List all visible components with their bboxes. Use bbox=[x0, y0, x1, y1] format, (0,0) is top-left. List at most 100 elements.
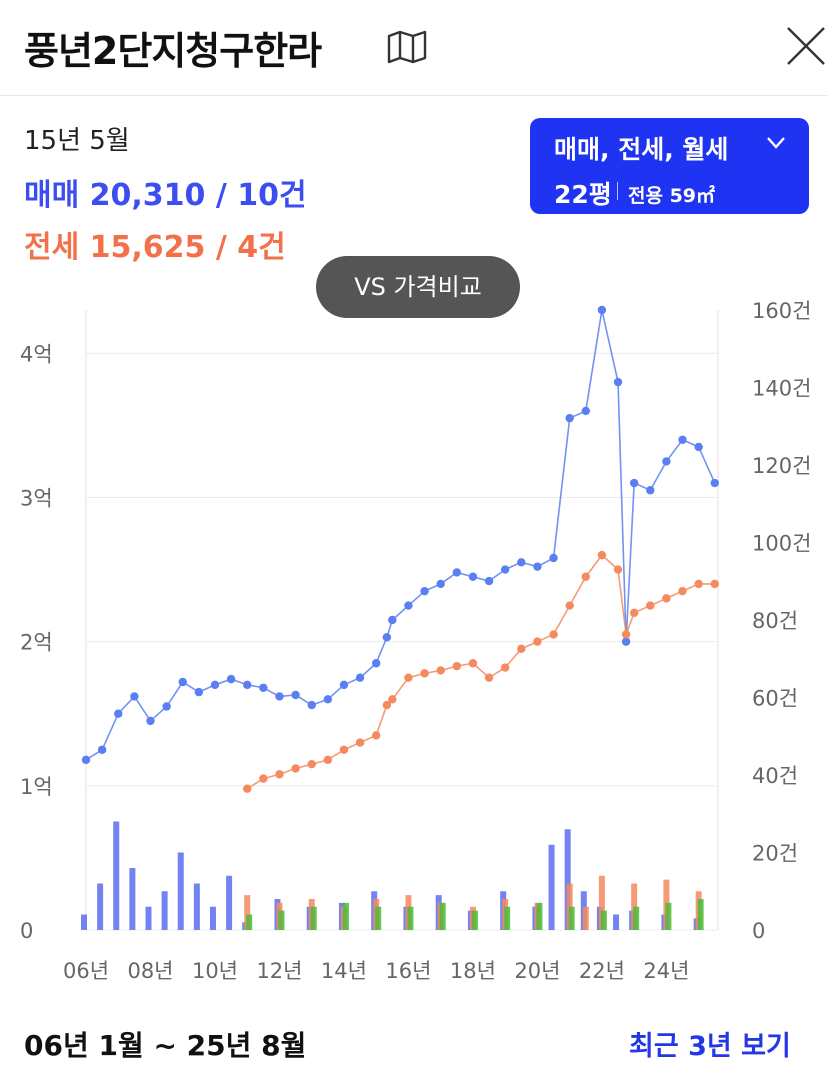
price-point bbox=[468, 659, 478, 668]
price-point bbox=[581, 406, 590, 416]
price-point bbox=[662, 594, 671, 603]
price-point bbox=[484, 673, 494, 682]
jeonse-summary: 전세 15,625 / 4건 bbox=[24, 230, 286, 265]
price-point bbox=[549, 553, 558, 563]
price-point bbox=[629, 478, 639, 488]
y-left-tick-label: 1억 bbox=[20, 775, 53, 799]
volume-bar bbox=[145, 906, 152, 930]
x-tick-label: 24년 bbox=[643, 959, 689, 983]
volume-bar bbox=[81, 914, 87, 930]
page-title: 풍년2단지청구한라 bbox=[24, 29, 322, 73]
x-tick-label: 06년 bbox=[63, 959, 109, 983]
volume-bar bbox=[633, 906, 640, 930]
price-point bbox=[565, 601, 574, 610]
volume-bar bbox=[226, 875, 233, 930]
volume-bar bbox=[697, 899, 704, 930]
price-point bbox=[404, 673, 413, 682]
price-chart[interactable]: 0 1억 2억 3억 4억 0 20건 40건 60건 80건 100건 120건 140건 160건 06… bbox=[0, 290, 827, 990]
y-right-tick-label: 140건 bbox=[752, 377, 811, 401]
price-point bbox=[81, 755, 91, 765]
price-point bbox=[382, 633, 392, 642]
volume-bar bbox=[582, 906, 589, 930]
price-point bbox=[275, 770, 284, 779]
x-tick-label: 18년 bbox=[450, 959, 496, 983]
price-point bbox=[307, 759, 316, 769]
price-point bbox=[500, 663, 510, 672]
y-right-tick-label: 120건 bbox=[752, 454, 811, 478]
volume-bar bbox=[244, 895, 251, 930]
price-point bbox=[468, 572, 478, 581]
price-point bbox=[646, 486, 655, 495]
price-point bbox=[597, 305, 607, 315]
volume-bar bbox=[536, 902, 543, 930]
price-point bbox=[613, 377, 623, 387]
volume-bar bbox=[97, 883, 104, 930]
x-tick-label: 22년 bbox=[579, 959, 625, 983]
volume-bar bbox=[613, 914, 620, 930]
y-right-tick-label: 60건 bbox=[752, 687, 798, 711]
y-left-tick-label: 2억 bbox=[20, 631, 53, 655]
pyeong-label: 22평 bbox=[554, 180, 612, 209]
price-point bbox=[621, 630, 631, 639]
price-point bbox=[275, 692, 284, 701]
area-label: 전용 59㎡ bbox=[628, 185, 716, 207]
recent-3y-link[interactable]: 최근 3년 보기 bbox=[629, 1031, 791, 1062]
price-line bbox=[85, 309, 716, 761]
price-point bbox=[388, 615, 397, 625]
y-right-tick-label: 80건 bbox=[752, 609, 798, 633]
volume-bar bbox=[342, 902, 349, 930]
volume-bar bbox=[161, 891, 168, 930]
price-line bbox=[246, 553, 715, 790]
x-tick-label: 08년 bbox=[127, 959, 173, 983]
y-right-tick-label: 100건 bbox=[752, 532, 811, 556]
price-point bbox=[500, 565, 510, 574]
price-point bbox=[613, 565, 623, 574]
price-point bbox=[243, 680, 252, 690]
volume-bar bbox=[246, 914, 253, 930]
price-point bbox=[243, 784, 252, 793]
sale-summary: 매매 20,310 / 10건 bbox=[24, 178, 307, 213]
volume-bar bbox=[177, 852, 184, 930]
close-icon[interactable] bbox=[784, 24, 827, 68]
price-point bbox=[178, 677, 187, 687]
price-point bbox=[581, 572, 590, 581]
price-point bbox=[114, 709, 123, 718]
volume-bar bbox=[564, 829, 571, 930]
price-point bbox=[621, 637, 631, 646]
vs-compare-button[interactable]: VS 가격비교 bbox=[316, 256, 520, 318]
volume-bar bbox=[375, 906, 382, 930]
price-point bbox=[662, 457, 671, 466]
trade-filter-button[interactable]: 매매, 전세, 월세 22평 전용 59㎡ bbox=[530, 118, 809, 214]
map-icon[interactable] bbox=[386, 30, 428, 64]
x-tick-label: 16년 bbox=[385, 959, 431, 983]
selected-date: 15년 5월 bbox=[24, 126, 130, 156]
price-point bbox=[323, 695, 333, 704]
price-point bbox=[226, 674, 236, 684]
volume-bar bbox=[600, 910, 607, 930]
price-point bbox=[484, 576, 494, 586]
y-right-tick-label: 40건 bbox=[752, 764, 798, 788]
price-point bbox=[597, 550, 607, 560]
price-point bbox=[404, 601, 413, 610]
price-point bbox=[694, 442, 703, 452]
y-left-tick-label: 3억 bbox=[20, 486, 53, 510]
trade-type-label: 매매, 전세, 월세 bbox=[554, 135, 729, 164]
volume-bar bbox=[407, 906, 414, 930]
volume-bar bbox=[568, 906, 575, 930]
price-point bbox=[372, 659, 381, 668]
volume-bar bbox=[193, 883, 200, 930]
volume-bar bbox=[209, 906, 216, 930]
x-tick-label: 10년 bbox=[192, 959, 238, 983]
price-point bbox=[420, 586, 429, 596]
price-point bbox=[517, 558, 526, 567]
price-point bbox=[452, 661, 462, 671]
price-point bbox=[355, 738, 365, 747]
price-point bbox=[549, 630, 558, 639]
y-right-tick-label: 20건 bbox=[752, 842, 798, 866]
price-point bbox=[323, 755, 333, 765]
price-point bbox=[533, 562, 542, 571]
price-point bbox=[436, 579, 445, 589]
price-point bbox=[710, 579, 719, 589]
x-tick-label: 20년 bbox=[514, 959, 560, 983]
price-point bbox=[694, 579, 703, 589]
